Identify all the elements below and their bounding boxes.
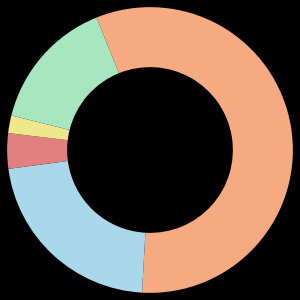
Wedge shape	[97, 7, 293, 293]
Wedge shape	[7, 133, 68, 169]
Wedge shape	[11, 17, 119, 130]
Wedge shape	[8, 161, 146, 292]
Wedge shape	[8, 116, 70, 140]
